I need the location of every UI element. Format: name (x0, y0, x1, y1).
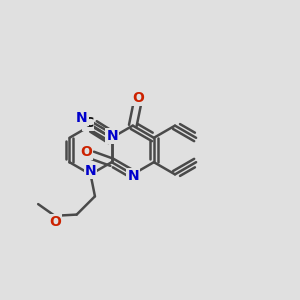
Text: O: O (80, 145, 92, 159)
Text: N: N (76, 111, 88, 125)
Text: N: N (85, 164, 96, 178)
Text: N: N (128, 169, 139, 183)
Text: C: C (83, 116, 93, 130)
Text: O: O (49, 215, 61, 229)
Text: N: N (106, 129, 118, 143)
Text: O: O (132, 91, 144, 105)
